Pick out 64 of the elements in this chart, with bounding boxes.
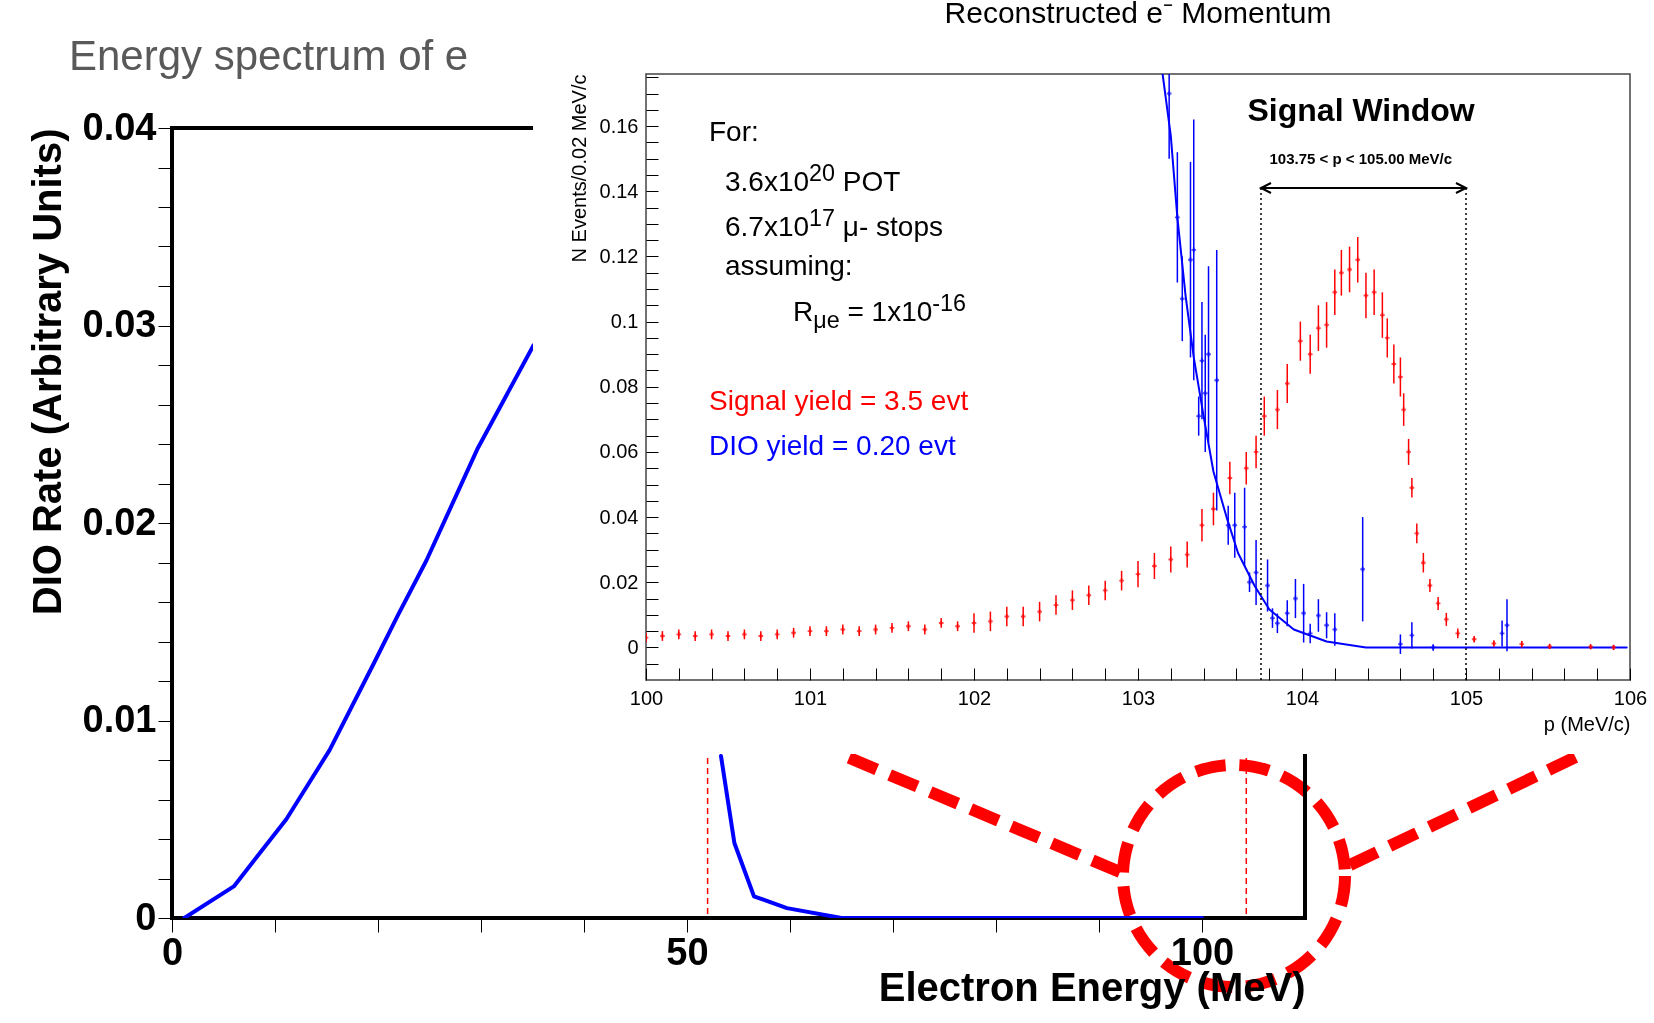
y-tick-label: 0.03	[82, 303, 157, 345]
annotation: R$_{μe}$ = 1x10$^{-16}$	[793, 290, 967, 334]
x-tick-label: 102	[957, 686, 992, 709]
point	[1409, 633, 1415, 638]
point	[1202, 390, 1208, 396]
point	[1360, 566, 1366, 572]
chart-title: Energy spectrum of e	[69, 32, 469, 79]
point	[1247, 579, 1252, 585]
y-tick-label: 0.02	[82, 500, 157, 543]
y-tick-label: 0.06	[599, 440, 639, 463]
y-axis-title: DIO Rate (Arbitrary Units)	[24, 128, 69, 616]
point	[1398, 641, 1403, 647]
x-tick-label: 100	[629, 686, 664, 709]
x-tick-label: 105	[1449, 686, 1484, 709]
point	[1188, 257, 1193, 263]
annotation: DIO yield = 0.20 evt	[709, 430, 956, 462]
point	[1225, 522, 1231, 528]
y-tick-label: 0.16	[599, 114, 639, 137]
point	[1242, 524, 1247, 530]
chart-title: Reconstructed e⁻ Momentum	[944, 0, 1332, 30]
point	[1206, 351, 1211, 357]
annotation: Signal yield = 3.5 evt	[709, 385, 969, 417]
x-tick-label: 101	[793, 686, 828, 709]
y-tick-label: 0.02	[599, 570, 639, 593]
point	[1301, 610, 1306, 616]
y-tick-label: 0.14	[599, 179, 639, 202]
x-tick-label: 104	[1285, 686, 1320, 709]
annotation: Signal Window	[1247, 92, 1475, 129]
point	[1307, 631, 1313, 636]
annotation: assuming:	[725, 250, 853, 282]
point	[1175, 215, 1180, 220]
point	[1316, 613, 1321, 618]
point	[1196, 413, 1202, 419]
point	[1499, 631, 1505, 636]
point	[1284, 610, 1290, 616]
annotation: 6.7x10$^{17}$ μ- stops	[725, 205, 943, 244]
point	[1179, 296, 1185, 302]
annotation: 3.6x10$^{20}$ POT	[725, 160, 901, 199]
y-tick-label: 0.1	[610, 310, 639, 333]
y-tick-label: 0	[135, 895, 157, 938]
point	[1199, 358, 1205, 364]
y-tick-label: 0.01	[82, 698, 157, 740]
x-tick-label: 0	[161, 930, 184, 973]
x-tick-label: 103	[1121, 686, 1156, 709]
y-tick-label: 0.12	[599, 244, 639, 267]
point	[1232, 522, 1238, 528]
x-tick-label: 106	[1613, 686, 1648, 709]
annotation: 103.75 < p < 105.00 MeV/c	[1269, 150, 1453, 167]
point	[1214, 377, 1220, 383]
x-axis-title: p (MeV/c)	[1543, 712, 1631, 735]
y-axis-title: N Events/0.02 MeV/c	[567, 74, 590, 263]
point	[1324, 622, 1329, 628]
y-tick-label: 0.08	[599, 375, 639, 398]
y-tick-label: 0.04	[599, 505, 639, 528]
x-axis-title: Electron Energy (MeV)	[878, 964, 1306, 1009]
point	[1166, 91, 1172, 96]
x-tick-label: 50	[666, 930, 709, 973]
y-tick-label: 0.04	[82, 105, 157, 148]
point	[1191, 247, 1197, 253]
point	[1275, 620, 1280, 626]
y-tick-label: 0	[627, 635, 639, 658]
annotation: For:	[709, 116, 759, 148]
point	[1332, 627, 1338, 632]
point	[1504, 622, 1510, 628]
